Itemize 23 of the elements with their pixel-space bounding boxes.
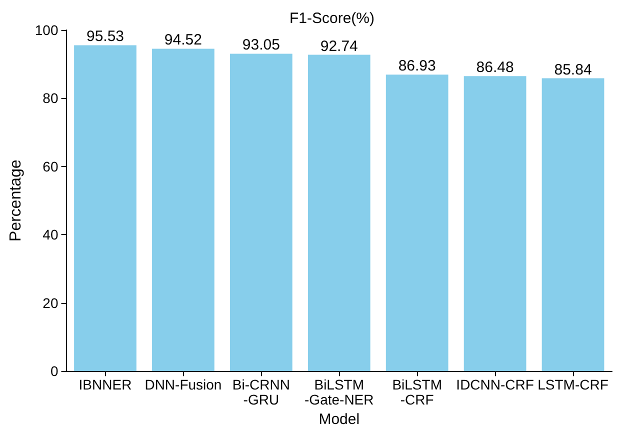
data-label: 95.53	[86, 28, 124, 46]
x-axis-title: Model	[318, 411, 360, 428]
chart-title: F1-Score(%)	[289, 10, 375, 27]
data-label: 94.52	[164, 32, 202, 49]
x-tick-label: IBNNER	[78, 376, 132, 393]
x-tick-label: BiLSTM -Gate-NER	[304, 376, 374, 408]
x-tick-label: Bi-CRNN -GRU	[232, 376, 290, 408]
y-tick-label: 40	[42, 226, 58, 243]
x-tick-label: DNN-Fusion	[144, 376, 222, 393]
y-tick-label: 100	[34, 22, 58, 38]
data-label: 86.48	[476, 59, 514, 76]
y-tick-label: 60	[42, 158, 58, 174]
y-tick-label: 20	[42, 294, 58, 311]
y-tick-label: 0	[50, 363, 58, 380]
data-label: 85.84	[554, 61, 592, 78]
x-tick-label: BiLSTM -CRF	[392, 376, 442, 408]
y-axis-title: Percentage	[8, 160, 24, 242]
x-tick-label: IDCNN-CRF	[456, 376, 534, 393]
data-label: 92.74	[320, 38, 358, 55]
data-label: 93.05	[242, 36, 280, 54]
data-label: 86.93	[398, 58, 436, 75]
x-tick-label: LSTM-CRF	[538, 376, 608, 393]
y-tick-label: 80	[42, 90, 58, 106]
